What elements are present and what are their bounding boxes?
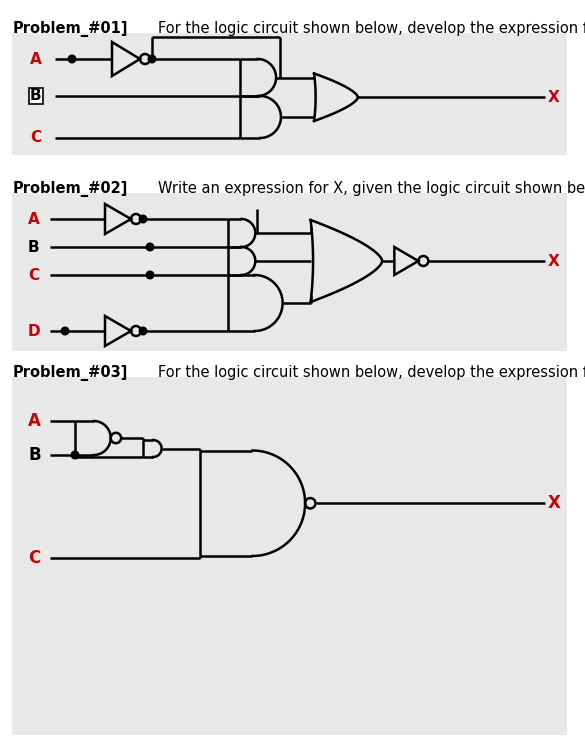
Text: A: A [28,212,40,227]
Circle shape [146,271,154,279]
Text: D: D [28,323,40,339]
Circle shape [139,327,147,335]
Text: Problem_#03]: Problem_#03] [13,365,128,381]
Text: B: B [28,239,40,255]
Bar [12,33,567,155]
Circle shape [139,215,147,223]
Text: X: X [548,494,561,512]
Text: X: X [548,253,560,268]
Circle shape [68,55,76,63]
Bar [12,193,567,351]
Text: B: B [30,88,42,103]
Circle shape [146,243,154,251]
Text: X: X [548,90,560,105]
Circle shape [148,55,156,63]
Text: Write an expression for X, given the logic circuit shown below.: Write an expression for X, given the log… [158,181,585,196]
Text: Problem_#01]: Problem_#01] [13,21,129,37]
Text: C: C [28,267,39,282]
Text: B: B [28,446,40,464]
Circle shape [71,451,79,458]
Circle shape [61,327,69,335]
Bar [12,377,567,735]
Text: A: A [28,412,41,430]
Text: C: C [28,549,40,567]
Text: For the logic circuit shown below, develop the expression for X.: For the logic circuit shown below, devel… [158,21,585,36]
Text: C: C [30,131,41,146]
Text: For the logic circuit shown below, develop the expression for X.: For the logic circuit shown below, devel… [158,365,585,380]
Text: A: A [30,51,42,67]
Text: Problem_#02]: Problem_#02] [13,181,128,197]
